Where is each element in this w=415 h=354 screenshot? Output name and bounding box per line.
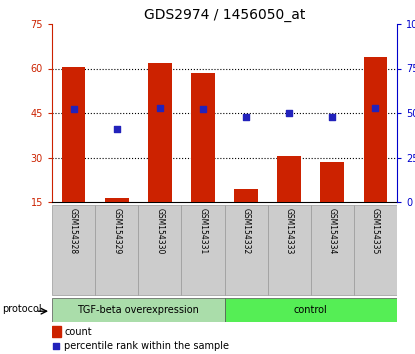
Text: TGF-beta overexpression: TGF-beta overexpression	[77, 305, 199, 315]
Text: GSM154334: GSM154334	[328, 208, 337, 254]
Bar	[62, 67, 85, 202]
Bar	[181, 205, 225, 295]
Point	[286, 110, 293, 116]
Text: GSM154328: GSM154328	[69, 208, 78, 254]
Text: GSM154331: GSM154331	[198, 208, 208, 254]
Point	[243, 114, 249, 119]
Point	[372, 105, 379, 110]
Text: GSM154330: GSM154330	[155, 208, 164, 254]
Bar	[148, 63, 172, 202]
Bar	[138, 205, 181, 295]
Text: GSM154335: GSM154335	[371, 208, 380, 254]
Bar	[234, 189, 258, 202]
Point	[156, 105, 163, 110]
Bar	[225, 298, 397, 322]
Bar	[105, 198, 129, 202]
Point	[70, 107, 77, 112]
Bar	[354, 205, 397, 295]
Point	[200, 107, 206, 112]
Point	[53, 343, 59, 349]
Bar	[225, 205, 268, 295]
Point	[113, 126, 120, 132]
Text: control: control	[294, 305, 327, 315]
Bar	[320, 162, 344, 202]
Bar	[277, 156, 301, 202]
Text: protocol: protocol	[2, 304, 42, 314]
Text: GSM154332: GSM154332	[242, 208, 251, 254]
Title: GDS2974 / 1456050_at: GDS2974 / 1456050_at	[144, 7, 305, 22]
Bar	[52, 205, 95, 295]
Point	[329, 114, 336, 119]
Text: count: count	[64, 327, 92, 337]
Bar	[364, 57, 387, 202]
Bar	[52, 326, 61, 337]
Text: GSM154329: GSM154329	[112, 208, 121, 254]
Bar	[52, 298, 225, 322]
Bar	[95, 205, 138, 295]
Bar	[191, 73, 215, 202]
Text: percentile rank within the sample: percentile rank within the sample	[64, 341, 229, 351]
Text: GSM154333: GSM154333	[285, 208, 294, 254]
Bar	[311, 205, 354, 295]
Bar	[268, 205, 311, 295]
